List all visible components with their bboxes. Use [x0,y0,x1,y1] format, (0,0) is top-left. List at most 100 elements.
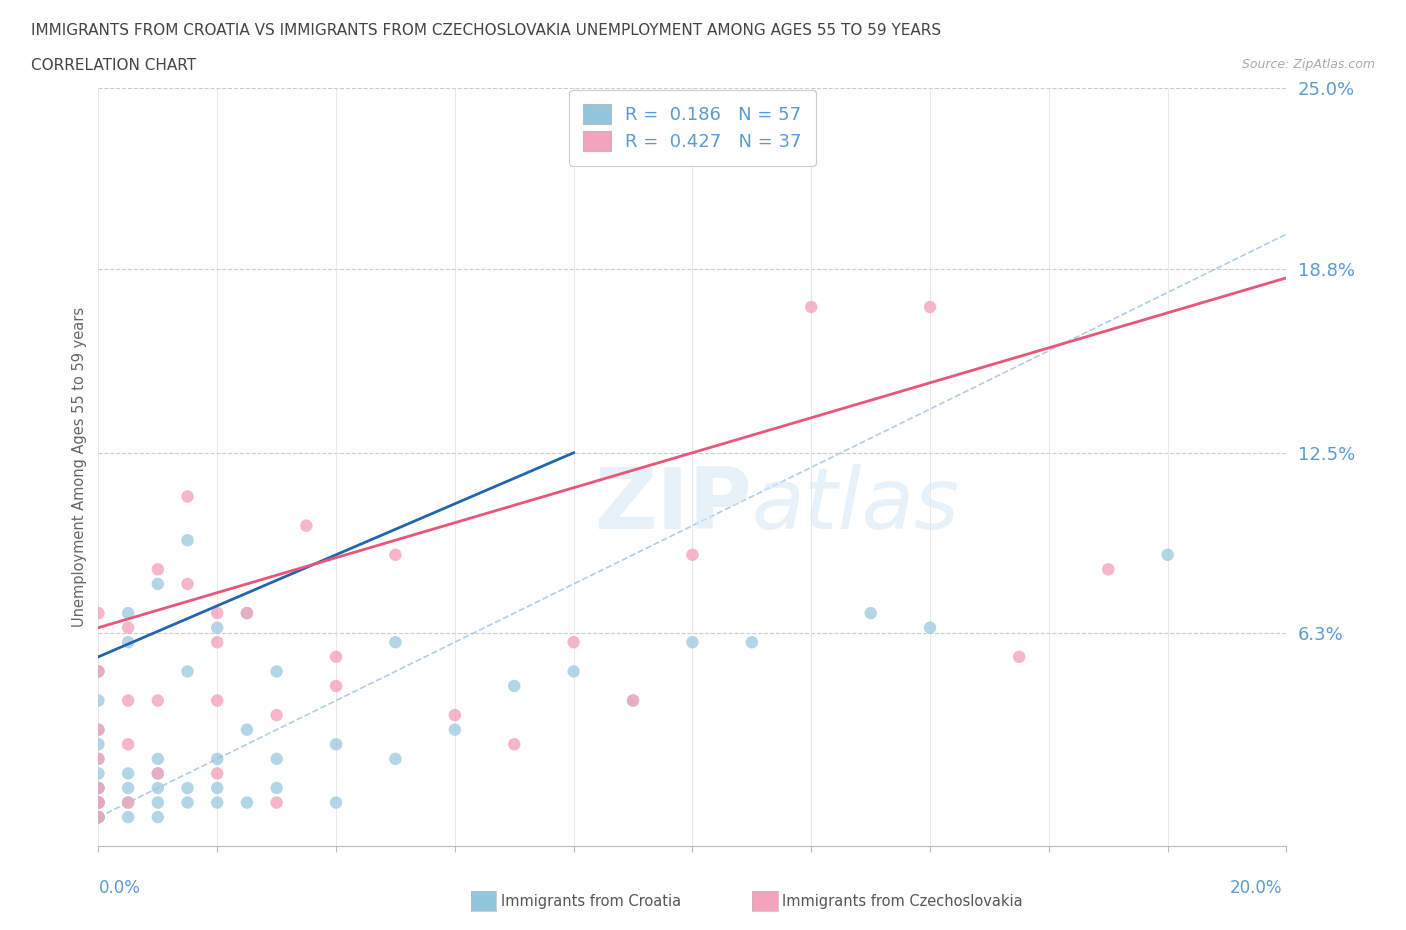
Point [176,795,198,810]
Point [562,635,585,650]
Point [176,533,198,548]
Point [207,693,229,708]
Point [920,620,942,635]
Point [117,795,139,810]
Point [87,751,110,766]
Point [621,693,644,708]
Point [325,679,347,694]
Point [176,664,198,679]
Point [741,635,763,650]
Point [117,810,139,825]
Point [384,635,406,650]
Point [236,605,259,620]
Point [87,723,110,737]
Point [87,795,110,810]
Point [146,810,169,825]
Point [87,780,110,795]
Point [384,548,406,563]
Point [117,605,139,620]
Point [87,766,110,781]
Point [87,810,110,825]
Point [682,635,704,650]
Point [1097,562,1119,577]
Point [800,299,823,314]
Point [207,766,229,781]
Point [207,751,229,766]
Point [146,562,169,577]
Point [146,766,169,781]
Point [266,664,288,679]
Point [87,810,110,825]
Point [384,751,406,766]
Point [920,299,942,314]
Point [87,795,110,810]
Point [621,693,644,708]
Point [117,635,139,650]
Point [87,795,110,810]
Point [87,664,110,679]
Point [503,679,526,694]
Point [87,751,110,766]
Point [562,664,585,679]
Point [117,795,139,810]
Text: 20.0%: 20.0% [1230,879,1282,897]
Point [87,780,110,795]
Text: Immigrants from Czechoslovakia: Immigrants from Czechoslovakia [782,894,1022,909]
Point [87,605,110,620]
Point [859,605,882,620]
Point [87,810,110,825]
Point [443,723,465,737]
Point [325,795,347,810]
Point [176,577,198,591]
Point [87,795,110,810]
Point [325,649,347,664]
Point [146,795,169,810]
Text: Immigrants from Croatia: Immigrants from Croatia [501,894,681,909]
Point [117,693,139,708]
Point [117,737,139,751]
Legend: R =  0.186   N = 57, R =  0.427   N = 37: R = 0.186 N = 57, R = 0.427 N = 37 [569,90,815,166]
Point [146,751,169,766]
Point [87,810,110,825]
Point [117,780,139,795]
Text: Source: ZipAtlas.com: Source: ZipAtlas.com [1241,58,1375,71]
Point [236,723,259,737]
Text: CORRELATION CHART: CORRELATION CHART [31,58,195,73]
Text: IMMIGRANTS FROM CROATIA VS IMMIGRANTS FROM CZECHOSLOVAKIA UNEMPLOYMENT AMONG AGE: IMMIGRANTS FROM CROATIA VS IMMIGRANTS FR… [31,23,941,38]
Point [146,693,169,708]
Point [146,766,169,781]
Point [1156,548,1178,563]
Point [87,795,110,810]
Point [295,518,318,533]
Point [176,780,198,795]
Point [236,795,259,810]
Point [266,751,288,766]
Point [207,605,229,620]
Point [207,795,229,810]
Point [87,664,110,679]
Point [207,635,229,650]
Point [87,693,110,708]
Point [207,780,229,795]
Point [117,766,139,781]
Point [87,795,110,810]
Point [117,620,139,635]
Point [87,795,110,810]
Point [87,810,110,825]
Text: ZIP: ZIP [595,464,752,547]
Point [146,577,169,591]
Point [176,489,198,504]
Text: 0.0%: 0.0% [98,879,141,897]
Point [503,737,526,751]
Point [325,737,347,751]
Point [87,810,110,825]
Point [266,708,288,723]
Point [1008,649,1031,664]
Point [266,795,288,810]
Point [87,737,110,751]
Text: atlas: atlas [752,464,960,547]
Point [87,780,110,795]
Point [682,548,704,563]
Point [87,723,110,737]
Point [236,605,259,620]
